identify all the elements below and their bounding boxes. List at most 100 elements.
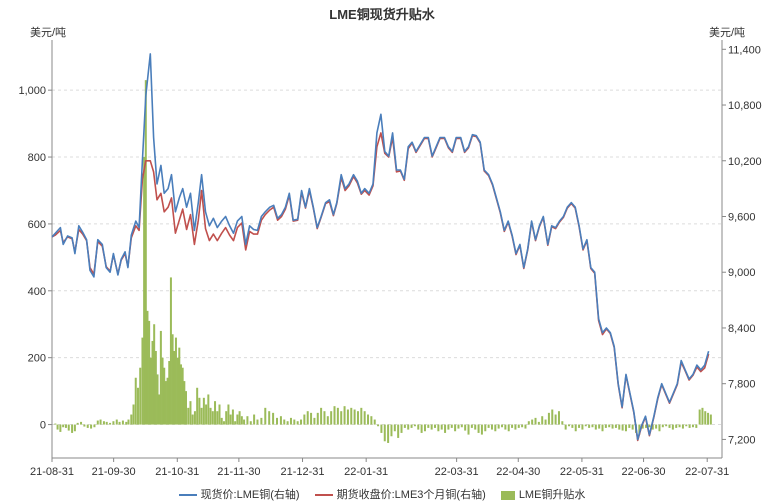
premium-bar-7 (73, 424, 76, 432)
premium-bar-15 (99, 419, 102, 425)
premium-bar-17 (105, 421, 108, 425)
x-tick-label-4: 21-12-31 (281, 466, 325, 478)
premium-bar-147 (464, 424, 467, 431)
x-tick-label-0: 21-08-31 (30, 466, 74, 478)
premium-bar-99 (303, 414, 306, 425)
premium-bar-154 (487, 424, 490, 428)
premium-bar-47 (169, 277, 172, 425)
premium-bar-100 (306, 411, 309, 425)
spot-price-line (51, 53, 710, 441)
premium-bar-197 (631, 424, 634, 430)
premium-bar-192 (614, 424, 617, 428)
right-tick-label-7: 11,400 (728, 44, 761, 56)
premium-bar-126 (393, 424, 396, 432)
left-tick-label-3: 600 (28, 219, 46, 231)
premium-bar-96 (293, 419, 296, 425)
legend-label-spot: 现货价:LME铜(右轴) (200, 489, 300, 501)
legend-swatch-futures (314, 494, 333, 497)
premium-bar-189 (604, 424, 607, 428)
premium-bar-119 (370, 416, 373, 425)
premium-bar-142 (447, 424, 450, 430)
premium-bar-63 (200, 407, 203, 425)
premium-bar-51 (176, 357, 179, 425)
right-axis-unit-label: 美元/吨 (709, 27, 746, 39)
premium-bar-48 (171, 334, 174, 425)
premium-bar-26 (132, 404, 135, 425)
premium-bar-186 (594, 424, 597, 430)
premium-bar-169 (537, 421, 540, 425)
premium-bar-66 (207, 394, 210, 425)
legend-swatch-spot (178, 494, 197, 497)
legend-item-spot[interactable]: 现货价:LME铜(右轴) (178, 486, 300, 502)
premium-bar-90 (272, 412, 275, 425)
premium-bar-20 (115, 419, 118, 425)
premium-bar-203 (651, 424, 654, 430)
premium-bar-196 (628, 424, 631, 428)
premium-bar-58 (189, 401, 192, 425)
premium-bar-182 (581, 424, 584, 430)
premium-bar-176 (561, 421, 564, 425)
premium-bar-38 (154, 350, 157, 425)
left-tick-label-4: 800 (28, 152, 46, 164)
premium-bar-181 (578, 424, 581, 428)
premium-bar-128 (400, 424, 403, 433)
left-tick-label-2: 400 (28, 286, 46, 298)
premium-bar-11 (86, 424, 89, 428)
premium-bar-188 (601, 424, 604, 432)
premium-bar-183 (584, 424, 587, 427)
premium-bar-174 (554, 414, 557, 425)
legend-item-futures[interactable]: 期货收盘价:LME3个月铜(右轴) (314, 486, 486, 502)
premium-bar-74 (225, 411, 228, 425)
premium-bar-118 (367, 414, 370, 425)
x-tick-label-1: 21-09-30 (92, 466, 136, 478)
premium-bar-160 (507, 424, 510, 432)
premium-bar-43 (163, 367, 166, 425)
premium-bar-145 (457, 424, 460, 429)
premium-bar-167 (531, 419, 534, 425)
premium-bar-139 (437, 424, 440, 432)
premium-bar-201 (645, 424, 648, 428)
premium-bar-115 (356, 411, 359, 425)
premium-bar-85 (253, 414, 256, 425)
premium-bar-113 (350, 407, 353, 425)
premium-bar-220 (707, 412, 710, 425)
premium-bar-61 (196, 387, 199, 425)
premium-bar-158 (501, 424, 504, 428)
premium-bar-210 (675, 424, 678, 428)
premium-bar-62 (198, 397, 201, 425)
premium-bar-195 (624, 424, 627, 432)
premium-bar-44 (164, 381, 167, 425)
premium-bar-193 (618, 424, 621, 430)
premium-bar-111 (343, 406, 346, 425)
premium-bar-97 (296, 421, 299, 425)
premium-bar-19 (112, 421, 115, 425)
premium-bar-185 (591, 424, 594, 428)
premium-bar-102 (313, 417, 316, 425)
premium-bar-212 (681, 424, 684, 429)
premium-bar-94 (286, 421, 289, 425)
premium-bar-112 (346, 409, 349, 425)
premium-bar-132 (413, 424, 416, 427)
premium-bar-5 (67, 424, 70, 431)
premium-bar-1 (56, 424, 59, 430)
premium-bar-137 (430, 424, 433, 430)
premium-bar-28 (136, 387, 139, 425)
premium-bar-92 (279, 416, 282, 425)
premium-bar-157 (497, 424, 500, 429)
premium-bar-153 (484, 424, 487, 432)
legend-label-futures: 期货收盘价:LME3个月铜(右轴) (336, 489, 486, 501)
premium-bar-173 (551, 409, 554, 425)
legend-item-premium[interactable]: LME铜升贴水 (500, 486, 585, 502)
premium-bar-40 (158, 394, 161, 425)
premium-bar-125 (390, 424, 393, 437)
premium-bar-161 (511, 424, 514, 428)
premium-bar-13 (93, 424, 96, 428)
premium-bar-106 (326, 416, 329, 425)
premium-bar-127 (397, 424, 400, 438)
premium-bar-81 (240, 416, 243, 425)
premium-bar-68 (211, 411, 214, 425)
premium-bar-3 (62, 424, 65, 428)
premium-bar-84 (249, 421, 252, 425)
